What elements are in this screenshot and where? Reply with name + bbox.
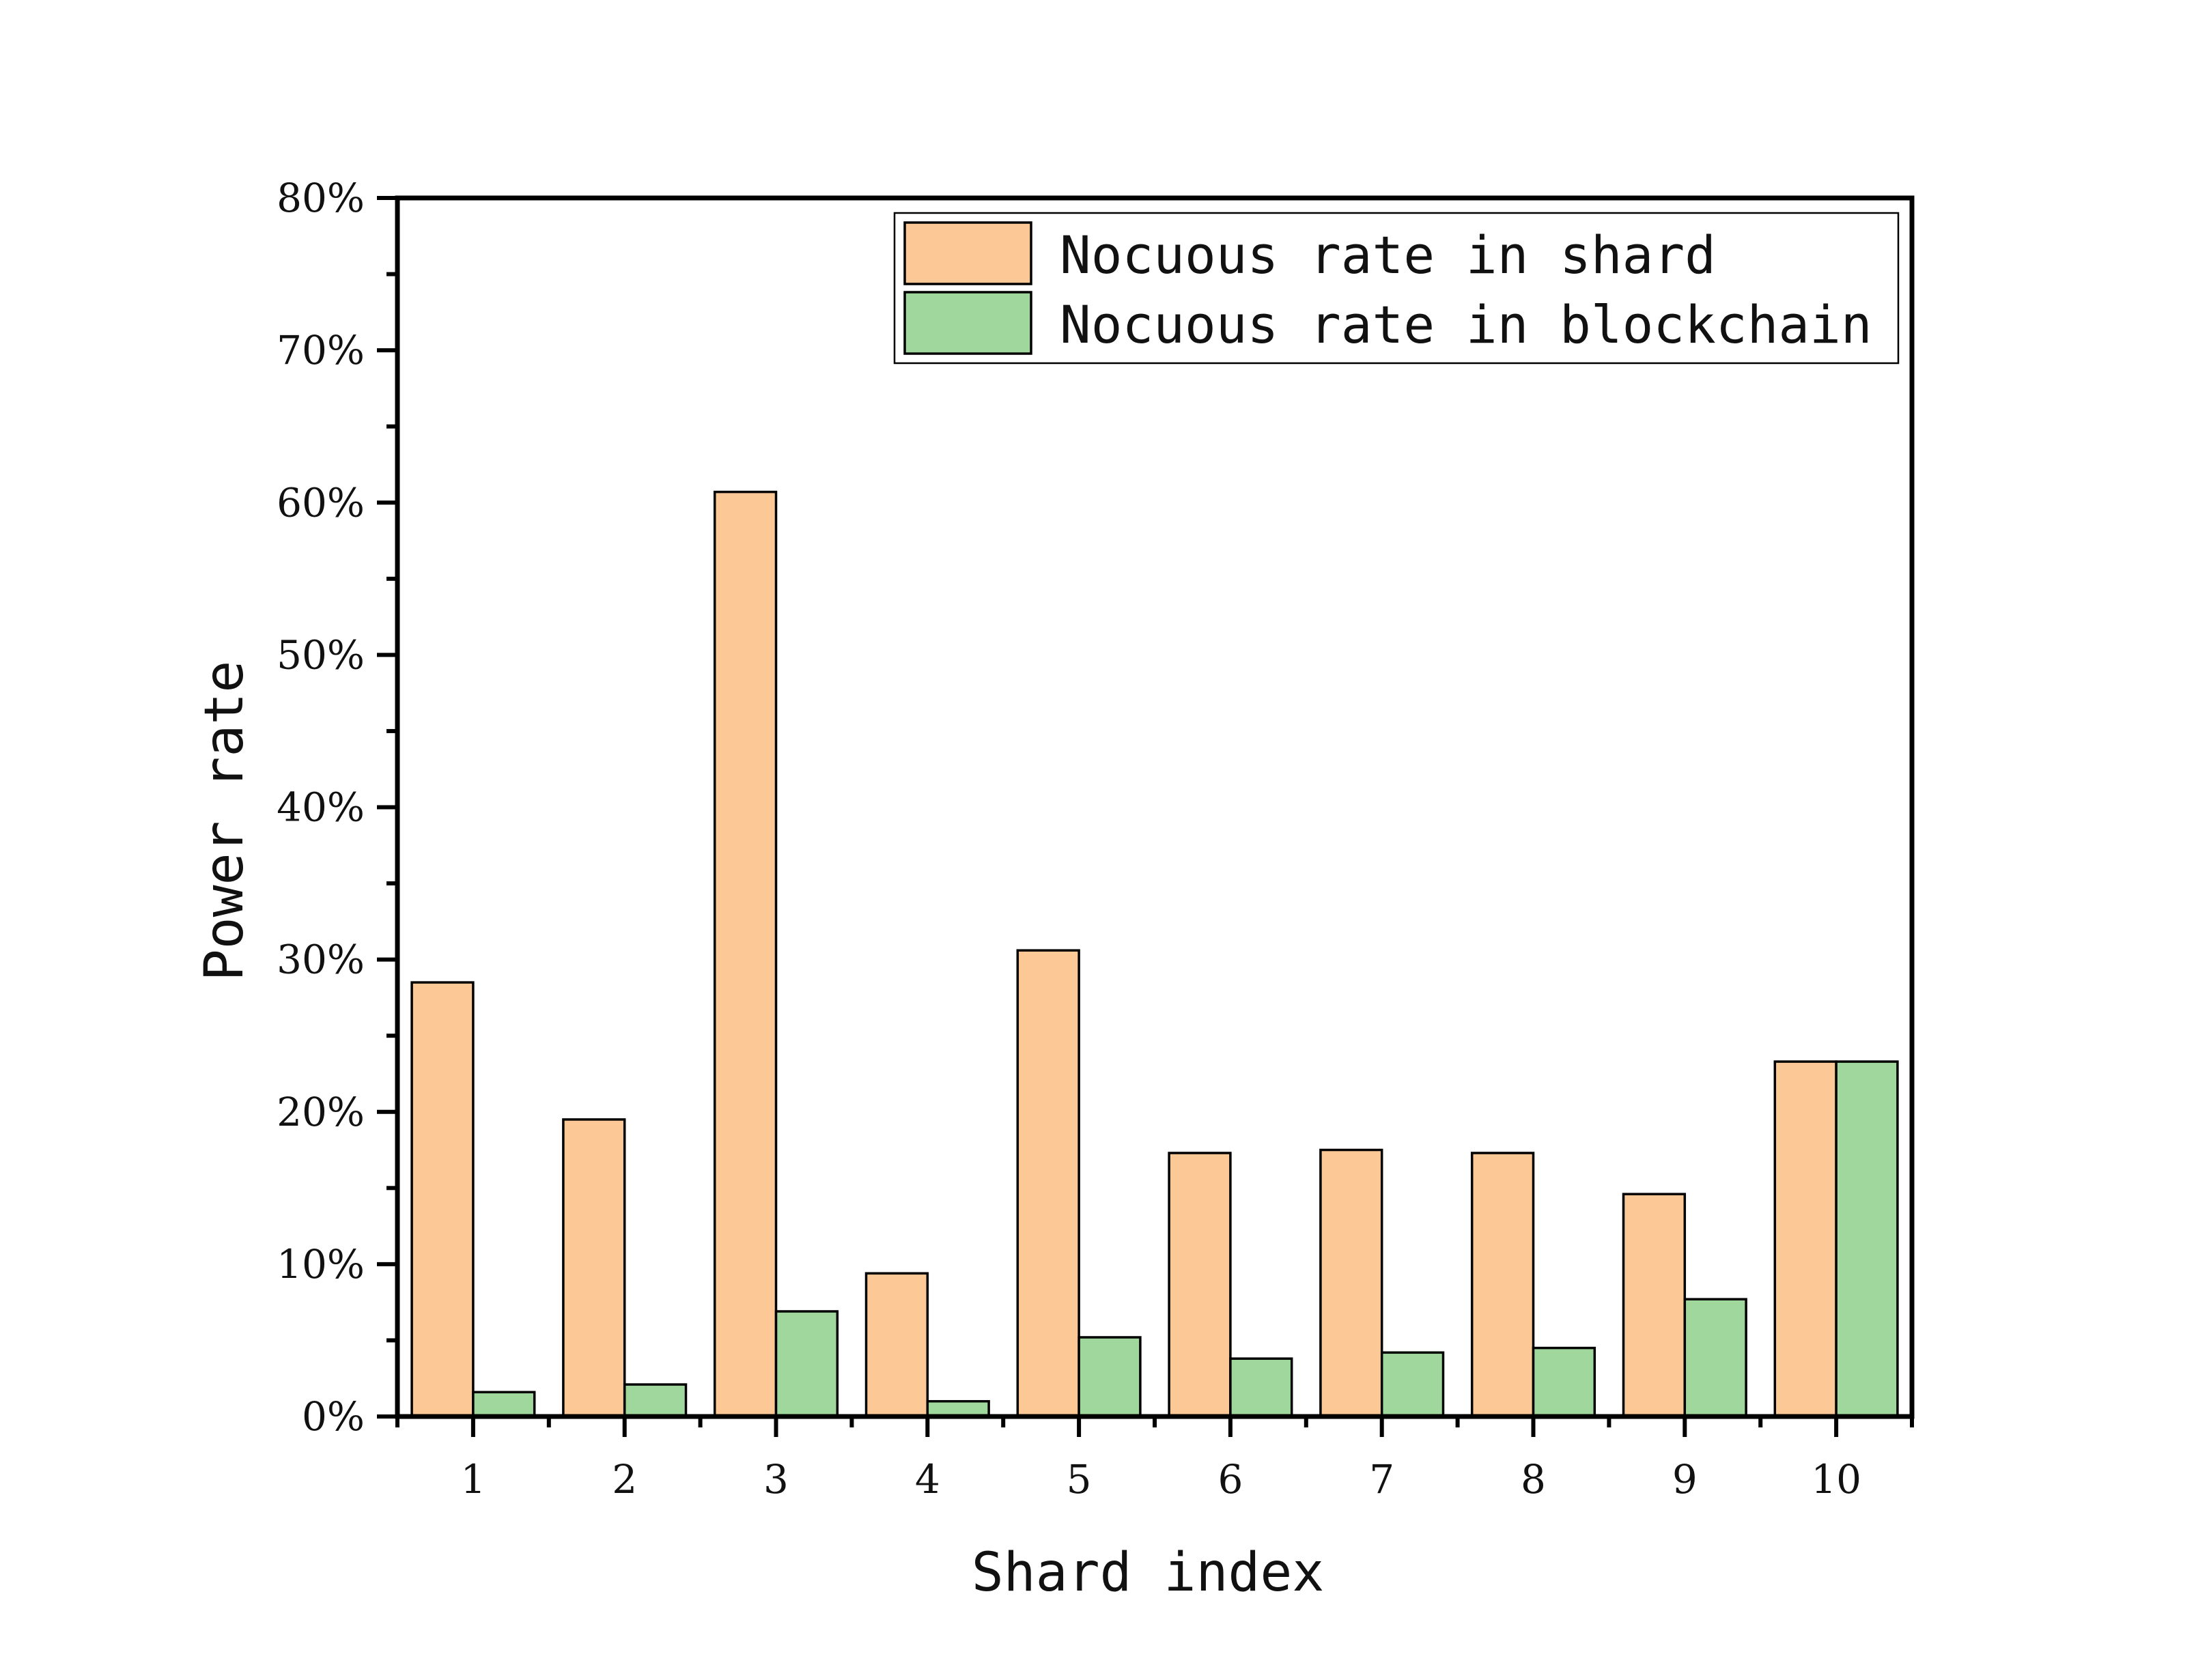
bar-blockchain-1 [472,1391,536,1418]
bar-blockchain-3 [774,1310,839,1418]
x-axis-ticks: 1 2 3 4 5 6 7 8 9 10 [395,1416,1914,1503]
y-tick-label: 20% [277,1089,365,1135]
bar-shard-8 [1470,1152,1535,1418]
bar-shard-10 [1773,1060,1838,1418]
bar-blockchain-2 [623,1383,688,1418]
legend-label-shard: Nocuous rate in shard [1060,225,1716,285]
legend: Nocuous rate in shard Nocuous rate in bl… [893,212,1900,365]
y-tick-label: 60% [277,479,365,526]
bar-blockchain-10 [1835,1060,1899,1418]
y-tick-label: 40% [277,784,365,831]
bar-blockchain-9 [1683,1298,1747,1418]
legend-box [893,212,1900,365]
x-tick-label: 7 [1369,1456,1394,1503]
x-tick-label: 5 [1067,1456,1092,1503]
bar-blockchain-8 [1532,1346,1596,1418]
legend-swatch-blockchain [903,291,1032,355]
bar-shard-5 [1016,949,1080,1418]
y-axis-ticks: 0% 10% 20% 30% 40% 50% 60% 70% 80% [277,175,397,1440]
y-tick-label: 50% [277,631,365,678]
legend-label-blockchain: Nocuous rate in blockchain [1060,294,1872,355]
legend-swatch-shard [903,221,1032,285]
bar-shard-3 [713,490,778,1418]
x-tick-label: 10 [1811,1456,1861,1503]
y-tick-label: 80% [277,175,365,221]
y-tick-label: 30% [277,937,365,983]
bar-blockchain-5 [1078,1336,1142,1418]
x-tick-label: 8 [1521,1456,1546,1503]
y-tick-label: 10% [277,1241,365,1287]
x-tick-label: 3 [763,1456,789,1503]
y-tick-label: 0% [302,1393,365,1440]
bar-shard-6 [1168,1152,1232,1418]
x-tick-label: 6 [1217,1456,1243,1503]
x-tick-label: 9 [1672,1456,1698,1503]
bar-shard-2 [562,1118,626,1418]
x-axis-title: Shard index [972,1542,1325,1604]
bar-shard-7 [1319,1148,1383,1418]
x-tick-label: 2 [612,1456,637,1503]
x-tick-label: 4 [915,1456,940,1503]
y-axis-title: Power rate [194,661,255,982]
bar-shard-9 [1622,1193,1687,1418]
bar-shard-4 [864,1272,929,1418]
y-tick-label: 70% [277,327,365,373]
bar-shard-1 [410,981,475,1418]
bars-layer [410,490,1899,1418]
bar-blockchain-6 [1229,1357,1293,1418]
bar-blockchain-7 [1380,1351,1445,1418]
x-tick-label: 1 [460,1456,485,1503]
